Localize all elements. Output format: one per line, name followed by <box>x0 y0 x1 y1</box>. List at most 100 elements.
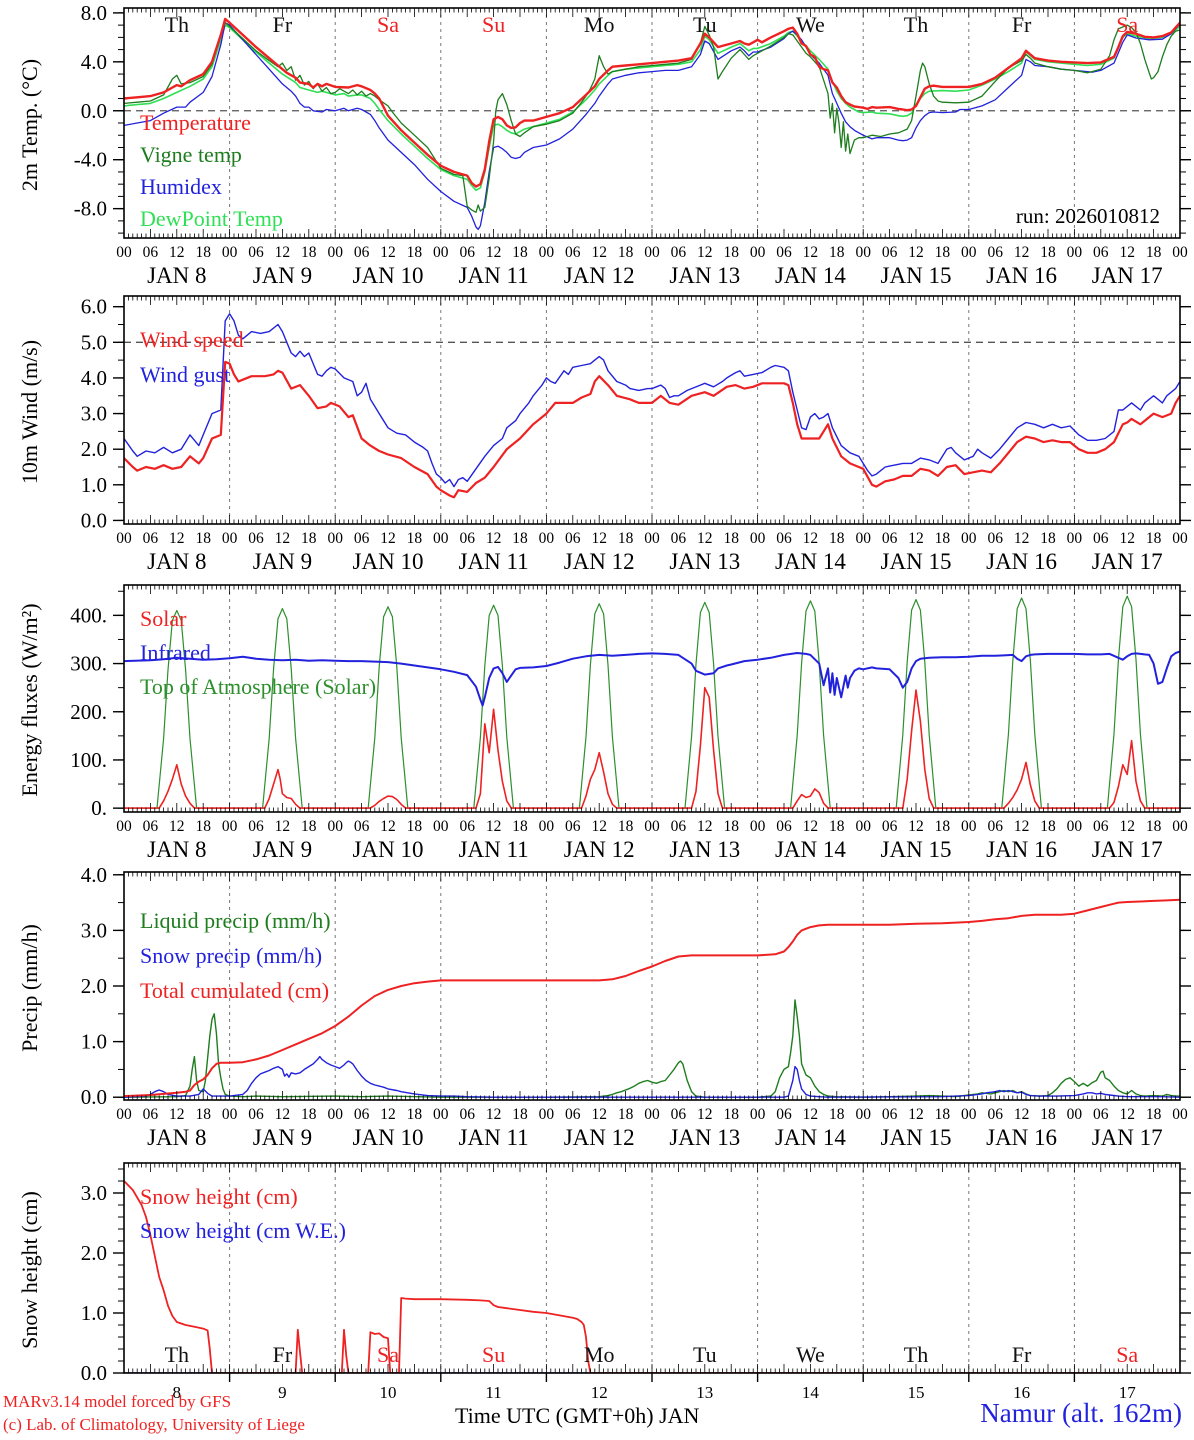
credit-text: MARv3.14 model forced by GFS (c) Lab. of… <box>3 1390 305 1436</box>
svg-text:18: 18 <box>1040 244 1056 261</box>
svg-text:12: 12 <box>591 530 607 547</box>
svg-text:18: 18 <box>618 530 634 547</box>
svg-text:JAN 14: JAN 14 <box>775 837 846 862</box>
svg-text:06: 06 <box>776 1106 792 1123</box>
svg-text:11: 11 <box>485 1383 501 1402</box>
svg-text:12: 12 <box>275 818 291 835</box>
svg-text:Su: Su <box>482 12 505 37</box>
svg-text:06: 06 <box>671 530 687 547</box>
svg-text:-4.0: -4.0 <box>74 148 107 172</box>
svg-text:12: 12 <box>591 1106 607 1123</box>
svg-text:12: 12 <box>803 818 819 835</box>
svg-text:18: 18 <box>1040 1106 1056 1123</box>
svg-text:Th: Th <box>904 1342 928 1367</box>
svg-text:18: 18 <box>512 1106 528 1123</box>
svg-text:Sa: Sa <box>1116 1342 1138 1367</box>
svg-text:00: 00 <box>961 244 977 261</box>
svg-text:00: 00 <box>222 818 238 835</box>
svg-text:06: 06 <box>1093 1106 1109 1123</box>
svg-text:Fr: Fr <box>1012 12 1032 37</box>
svg-text:00: 00 <box>644 1106 660 1123</box>
svg-text:18: 18 <box>301 1106 317 1123</box>
y-axis-title-energy: Energy fluxes (W/m²) <box>17 603 42 797</box>
svg-text:00: 00 <box>539 818 555 835</box>
svg-text:3.0: 3.0 <box>81 402 107 426</box>
legend-vigne-temp: Vigne temp <box>140 142 242 167</box>
svg-text:00: 00 <box>116 244 132 261</box>
svg-text:12: 12 <box>908 244 924 261</box>
svg-text:JAN 11: JAN 11 <box>459 263 529 288</box>
svg-text:06: 06 <box>565 530 581 547</box>
svg-text:JAN 16: JAN 16 <box>986 837 1057 862</box>
svg-text:18: 18 <box>195 1106 211 1123</box>
svg-text:00: 00 <box>327 530 343 547</box>
svg-text:JAN 15: JAN 15 <box>881 1125 952 1150</box>
svg-text:18: 18 <box>935 1106 951 1123</box>
svg-text:13: 13 <box>696 1383 713 1402</box>
svg-text:Fr: Fr <box>273 1342 293 1367</box>
svg-text:Sa: Sa <box>1116 12 1138 37</box>
svg-text:12: 12 <box>908 530 924 547</box>
svg-text:Th: Th <box>165 1342 189 1367</box>
svg-text:00: 00 <box>116 1106 132 1123</box>
svg-text:18: 18 <box>1146 530 1162 547</box>
svg-text:We: We <box>796 12 825 37</box>
svg-text:18: 18 <box>1146 818 1162 835</box>
legend-temperature: Temperature <box>140 110 251 135</box>
legend-snow-height-we: Snow height (cm W.E.) <box>140 1218 346 1243</box>
svg-text:17: 17 <box>1119 1383 1137 1402</box>
svg-text:Mo: Mo <box>584 12 615 37</box>
svg-text:00: 00 <box>222 244 238 261</box>
svg-text:00: 00 <box>961 818 977 835</box>
svg-text:JAN 15: JAN 15 <box>881 263 952 288</box>
svg-text:-8.0: -8.0 <box>74 197 107 221</box>
svg-text:18: 18 <box>407 1106 423 1123</box>
svg-text:00: 00 <box>327 1106 343 1123</box>
legend-snow-precip: Snow precip (mm/h) <box>140 943 323 968</box>
svg-text:12: 12 <box>380 818 396 835</box>
svg-text:12: 12 <box>1119 530 1135 547</box>
svg-text:10: 10 <box>380 1383 397 1402</box>
svg-text:00: 00 <box>433 818 449 835</box>
svg-text:18: 18 <box>723 818 739 835</box>
svg-text:00: 00 <box>1067 1106 1083 1123</box>
svg-text:JAN 17: JAN 17 <box>1092 837 1163 862</box>
svg-text:00: 00 <box>222 1106 238 1123</box>
svg-text:18: 18 <box>195 530 211 547</box>
svg-text:06: 06 <box>882 530 898 547</box>
station-label: Namur (alt. 162m) <box>980 1398 1182 1428</box>
svg-text:00: 00 <box>1067 818 1083 835</box>
svg-text:1.0: 1.0 <box>81 1301 107 1325</box>
svg-text:00: 00 <box>1172 530 1188 547</box>
svg-text:12: 12 <box>697 818 713 835</box>
svg-text:12: 12 <box>1119 1106 1135 1123</box>
svg-text:06: 06 <box>143 530 159 547</box>
svg-text:06: 06 <box>776 530 792 547</box>
svg-text:JAN 12: JAN 12 <box>564 263 635 288</box>
svg-text:12: 12 <box>380 244 396 261</box>
svg-text:00: 00 <box>433 244 449 261</box>
svg-text:00: 00 <box>750 818 766 835</box>
svg-text:14: 14 <box>802 1383 820 1402</box>
svg-text:06: 06 <box>671 818 687 835</box>
svg-text:06: 06 <box>459 1106 475 1123</box>
svg-text:00: 00 <box>116 530 132 547</box>
svg-text:JAN 8: JAN 8 <box>147 837 206 862</box>
svg-text:00: 00 <box>1067 244 1083 261</box>
svg-text:16: 16 <box>1013 1383 1030 1402</box>
svg-text:06: 06 <box>248 1106 264 1123</box>
svg-text:12: 12 <box>169 818 185 835</box>
svg-text:JAN 14: JAN 14 <box>775 549 846 574</box>
svg-text:JAN 11: JAN 11 <box>459 1125 529 1150</box>
svg-text:12: 12 <box>486 818 502 835</box>
y-axis-title-wind: 10m Wind (m/s) <box>17 339 42 485</box>
svg-text:06: 06 <box>459 818 475 835</box>
svg-text:00: 00 <box>222 530 238 547</box>
svg-text:18: 18 <box>829 530 845 547</box>
svg-text:12: 12 <box>591 244 607 261</box>
svg-text:4.0: 4.0 <box>81 863 107 887</box>
svg-text:00: 00 <box>855 1106 871 1123</box>
svg-text:JAN 14: JAN 14 <box>775 1125 846 1150</box>
svg-text:00: 00 <box>961 530 977 547</box>
